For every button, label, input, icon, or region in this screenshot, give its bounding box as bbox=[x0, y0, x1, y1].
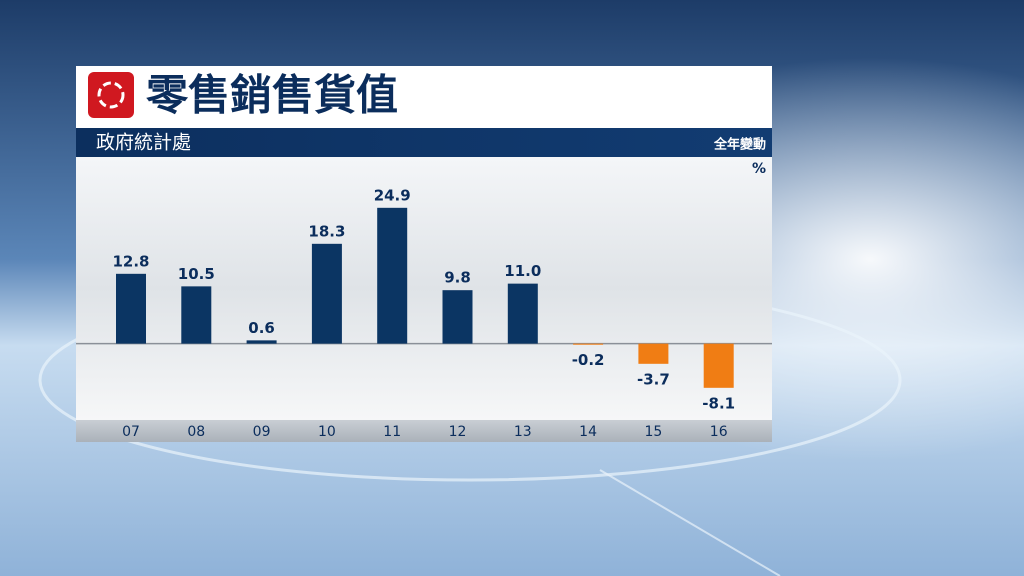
x-tick-label: 07 bbox=[122, 424, 140, 440]
chart-title: 零售銷售貨值 bbox=[146, 71, 398, 120]
x-tick-label: 12 bbox=[449, 424, 467, 440]
chart-note: 全年變動 bbox=[713, 137, 766, 153]
x-tick-label: 09 bbox=[253, 424, 271, 440]
data-label: 10.5 bbox=[178, 265, 215, 283]
x-tick-label: 14 bbox=[579, 424, 597, 440]
data-label: -8.1 bbox=[702, 394, 735, 412]
bar bbox=[442, 290, 473, 344]
data-label: 9.8 bbox=[444, 269, 471, 287]
bar bbox=[507, 283, 538, 344]
unit-label: % bbox=[752, 161, 766, 177]
data-label: 0.6 bbox=[248, 319, 275, 337]
data-label: -3.7 bbox=[637, 370, 670, 388]
category-strip bbox=[76, 420, 772, 442]
x-tick-label: 16 bbox=[710, 424, 728, 440]
chart-subtitle: 政府統計處 bbox=[96, 132, 191, 154]
bar bbox=[246, 340, 277, 344]
data-label: -0.2 bbox=[572, 351, 605, 369]
subtitle-bar bbox=[76, 128, 772, 157]
x-tick-label: 10 bbox=[318, 424, 336, 440]
bar bbox=[638, 343, 669, 364]
title-bar bbox=[76, 66, 772, 128]
bars: 12.8 07 10.5 08 0.6 09 18.3 10 24.9 11 9.8 12 11.0 13… bbox=[76, 186, 772, 440]
data-label: 12.8 bbox=[112, 252, 149, 270]
data-label: 11.0 bbox=[504, 262, 541, 280]
flag-flower bbox=[97, 81, 125, 109]
decor-line bbox=[599, 469, 781, 576]
x-tick-label: 11 bbox=[383, 424, 401, 440]
x-tick-label: 13 bbox=[514, 424, 532, 440]
flag-icon bbox=[88, 72, 134, 118]
bar bbox=[311, 243, 342, 344]
x-tick-label: 15 bbox=[644, 424, 662, 440]
bar bbox=[703, 343, 734, 388]
data-label: 18.3 bbox=[308, 222, 345, 240]
data-label: 24.9 bbox=[374, 186, 411, 204]
bar bbox=[181, 286, 212, 344]
bar bbox=[573, 343, 604, 345]
x-tick-label: 08 bbox=[187, 424, 205, 440]
bar bbox=[377, 207, 408, 344]
bar bbox=[116, 273, 146, 344]
